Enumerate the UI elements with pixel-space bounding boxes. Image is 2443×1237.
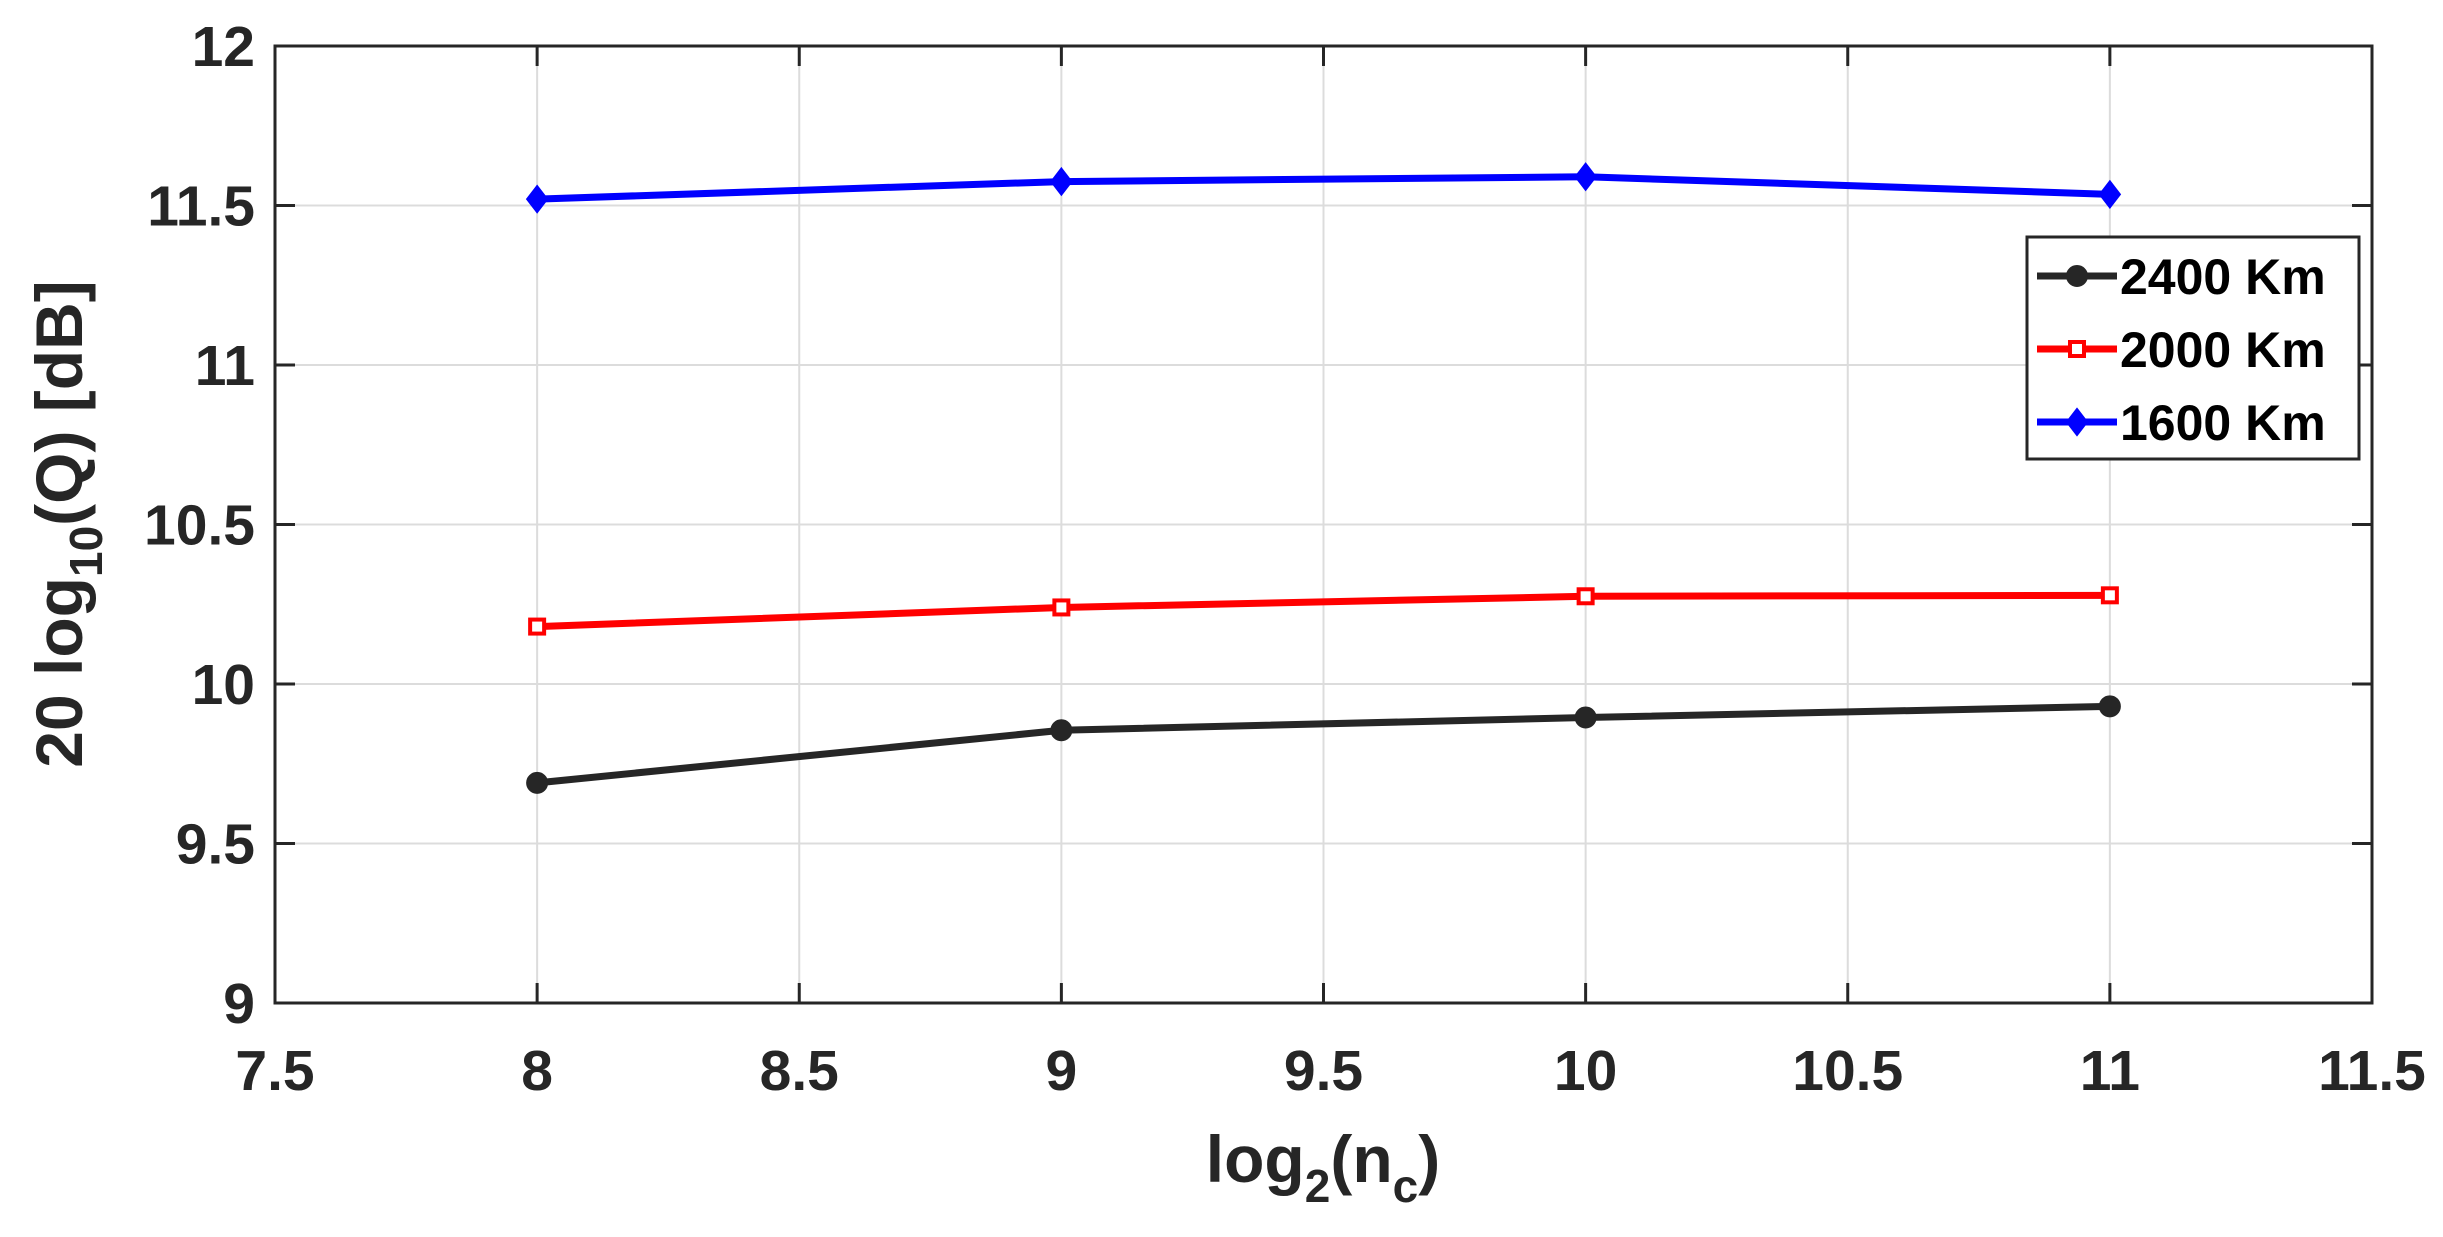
legend-marker <box>2066 265 2088 287</box>
x-tick-label: 8 <box>521 1039 553 1103</box>
legend-marker <box>2068 340 2086 358</box>
data-point <box>1052 598 1071 617</box>
y-tick-label: 11.5 <box>147 175 255 239</box>
data-point <box>528 617 547 636</box>
data-point <box>1576 587 1595 606</box>
axis-ticks: 7.5 8 8.5 9 9.5 10 10.5 11 11.5 9 9.5 10 10.5 11 11.5 1… <box>144 15 2426 1103</box>
x-tick-label: 9.5 <box>1284 1039 1363 1103</box>
y-tick-label: 11 <box>195 334 255 398</box>
data-point <box>1050 166 1073 197</box>
y-tick-label: 10.5 <box>144 494 255 558</box>
legend-marker <box>2065 407 2089 437</box>
x-tick-label: 11 <box>2080 1039 2140 1103</box>
x-tick-label: 7.5 <box>235 1039 314 1103</box>
legend-label: 1600 Km <box>2120 395 2326 451</box>
legend: 2400 Km 2000 Km 1600 Km <box>2025 235 2361 461</box>
y-tick-label: 9.5 <box>176 813 255 877</box>
data-point <box>526 771 549 794</box>
data-point <box>2098 179 2122 209</box>
series-1 <box>528 586 2119 636</box>
legend-label: 2400 Km <box>2120 249 2326 305</box>
series-line <box>533 702 2114 787</box>
x-tick-label: 10.5 <box>1792 1039 1903 1103</box>
x-axis-label: log2(nc) <box>1206 1122 1440 1212</box>
data-series <box>525 162 2122 794</box>
data-point <box>525 184 549 214</box>
data-point <box>2098 695 2121 718</box>
legend-label: 2000 Km <box>2120 322 2326 378</box>
y-tick-label: 10 <box>192 653 255 717</box>
series-line <box>533 591 2114 631</box>
y-tick-label: 12 <box>192 15 255 79</box>
data-point <box>1574 706 1597 729</box>
data-point <box>2100 586 2119 605</box>
series-2 <box>525 162 2122 214</box>
x-tick-label: 11.5 <box>2318 1039 2426 1103</box>
series-0 <box>526 695 2121 794</box>
data-point <box>1574 162 1597 192</box>
series-line <box>533 173 2114 203</box>
x-tick-label: 10 <box>1554 1039 1617 1103</box>
x-tick-label: 9 <box>1046 1039 1078 1103</box>
data-point <box>1050 719 1073 742</box>
x-tick-label: 8.5 <box>760 1039 839 1103</box>
y-tick-label: 9 <box>223 972 255 1036</box>
y-axis-label: 20 log10(Q) [dB] <box>22 280 112 767</box>
